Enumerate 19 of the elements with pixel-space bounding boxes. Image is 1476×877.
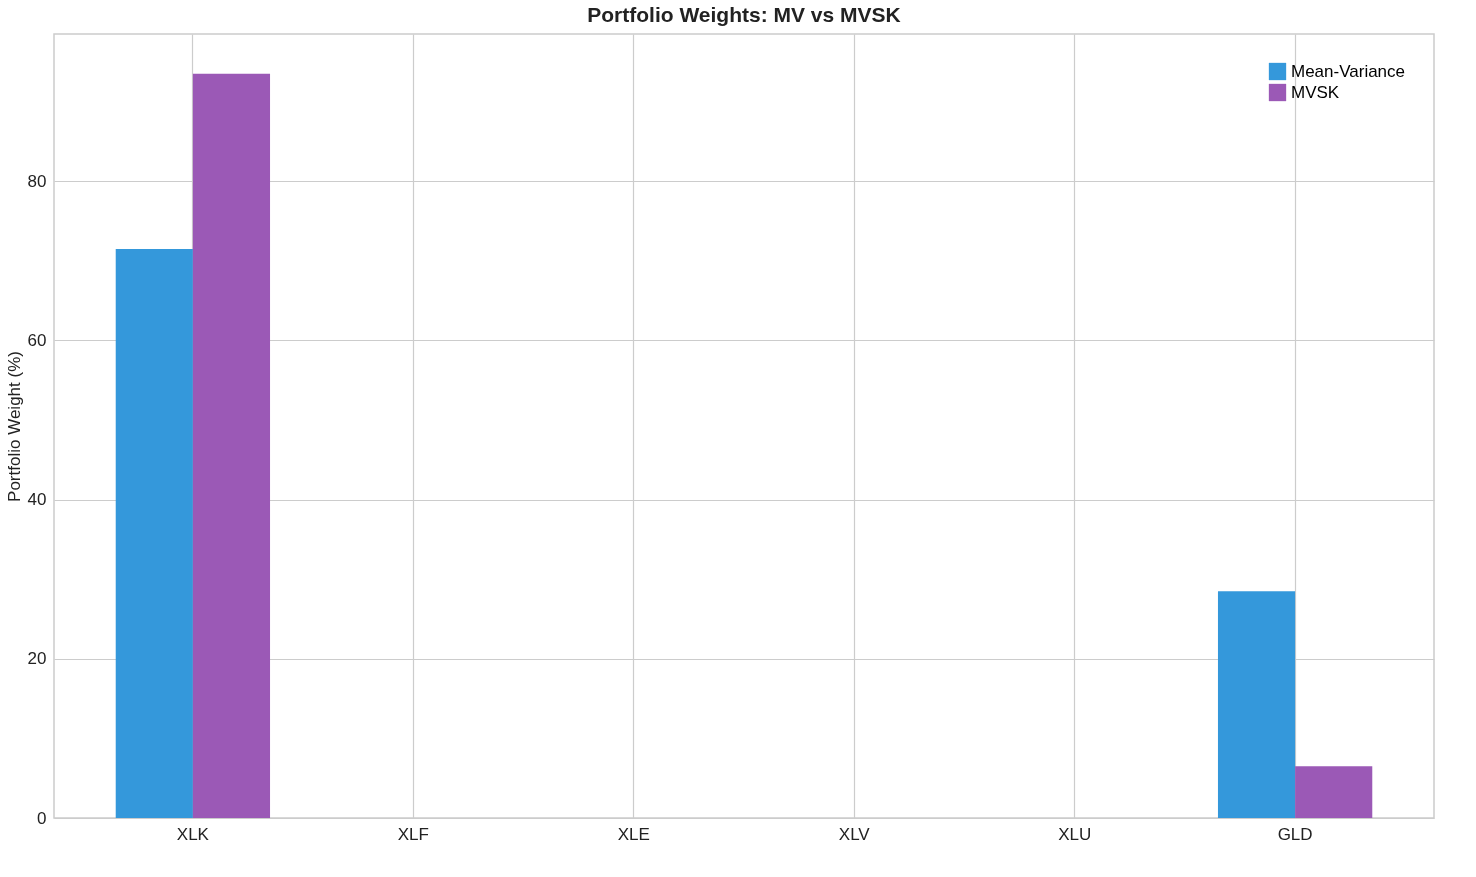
y-axis-title: Portfolio Weight (%) <box>4 351 24 502</box>
x-tick-label: XLV <box>838 824 871 844</box>
x-tick-label: GLD <box>1277 824 1313 844</box>
y-tick-label: 60 <box>27 330 47 350</box>
bar <box>1217 591 1296 818</box>
x-tick-label: XLK <box>176 824 210 844</box>
chart-title: Portfolio Weights: MV vs MVSK <box>587 3 901 26</box>
bar <box>1295 766 1373 818</box>
legend-label: Mean-Variance <box>1291 61 1406 81</box>
bar <box>192 73 271 818</box>
legend-label: MVSK <box>1291 82 1340 102</box>
x-tick-label: XLE <box>617 824 650 844</box>
y-tick-label: 80 <box>27 171 47 191</box>
y-tick-label: 20 <box>27 649 47 669</box>
bar <box>115 248 193 818</box>
x-tick-label: XLF <box>397 824 429 844</box>
y-tick-label: 40 <box>27 490 47 510</box>
x-tick-label: XLU <box>1058 824 1092 844</box>
y-tick-label: 0 <box>37 808 47 828</box>
